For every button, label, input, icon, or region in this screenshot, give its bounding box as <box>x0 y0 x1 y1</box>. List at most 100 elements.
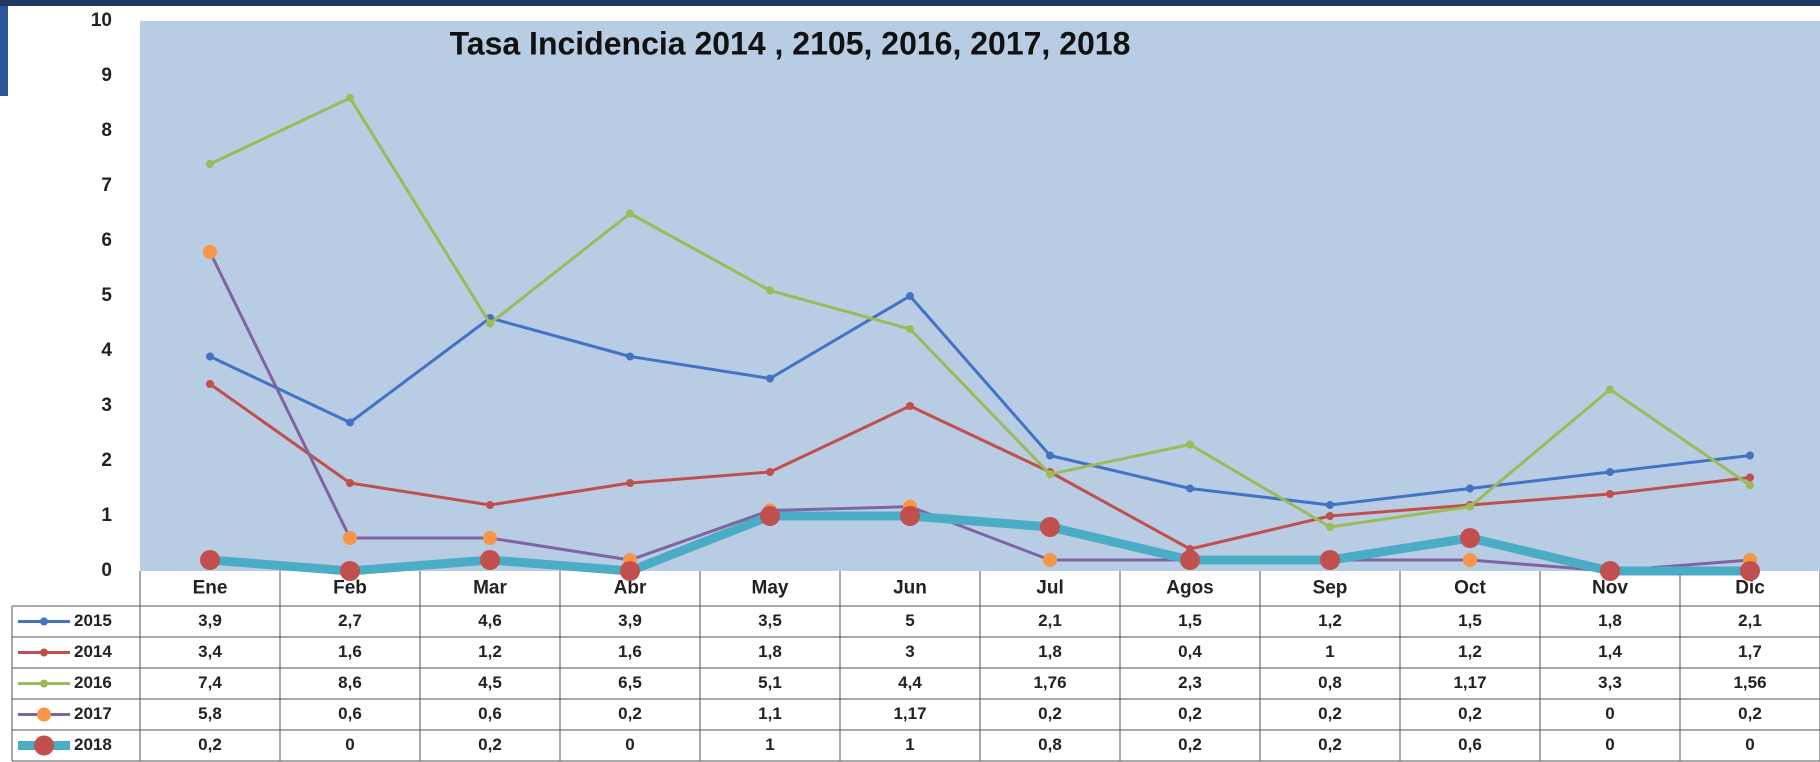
y-tick-label: 10 <box>91 10 112 31</box>
table-cell: 3,9 <box>618 611 642 630</box>
point <box>1460 528 1480 548</box>
table-cell: 0 <box>1605 704 1614 723</box>
point <box>1046 470 1054 479</box>
point <box>1466 502 1474 511</box>
y-tick-label: 8 <box>101 120 112 141</box>
table-cell: 0 <box>345 735 354 754</box>
legend-marker <box>37 707 51 722</box>
table-cell: 5,1 <box>758 673 782 692</box>
table-cell: 4,4 <box>898 673 922 692</box>
point <box>203 245 217 259</box>
table-cell: 0,2 <box>1458 704 1482 723</box>
point <box>1746 473 1754 482</box>
y-tick-label: 6 <box>101 230 112 251</box>
point <box>1606 385 1614 394</box>
point <box>1326 512 1334 520</box>
point <box>343 531 357 545</box>
point <box>906 402 914 410</box>
table-cell: 3,3 <box>1598 673 1622 692</box>
series-line <box>209 96 1751 529</box>
table-cell: 1,56 <box>1733 673 1766 692</box>
point <box>483 531 497 545</box>
point <box>626 352 634 361</box>
point <box>906 325 914 333</box>
point <box>206 352 214 361</box>
legend-label: 2015 <box>74 611 112 630</box>
x-tick-label: Agos <box>1166 578 1214 599</box>
y-tick-label: 7 <box>101 175 112 196</box>
table-cell: 1,5 <box>1458 611 1482 630</box>
series-line <box>209 511 1750 576</box>
table-cell: 1,2 <box>1458 642 1482 661</box>
point <box>346 94 354 102</box>
point <box>1326 523 1334 531</box>
point <box>760 506 780 526</box>
table-cell: 5 <box>905 611 914 630</box>
point <box>766 286 774 295</box>
x-tick-label: Feb <box>333 578 367 599</box>
table-cell: 1,8 <box>1038 642 1062 661</box>
legend-label: 2016 <box>74 673 112 692</box>
table-cell: 1,1 <box>758 704 782 723</box>
table-cell: 1 <box>765 735 774 754</box>
table-cell: 2,3 <box>1178 673 1202 692</box>
table-cell: 0,4 <box>1178 642 1202 661</box>
y-tick-label: 4 <box>101 340 112 361</box>
table-cell: 1,6 <box>618 642 642 661</box>
table-cell: 1,2 <box>1318 611 1342 630</box>
table-cell: 2,1 <box>1738 611 1762 630</box>
legend-label: 2018 <box>74 735 112 754</box>
legend-label: 2017 <box>74 704 112 723</box>
x-tick-label: Jul <box>1036 578 1063 599</box>
point <box>1326 501 1334 509</box>
x-tick-label: Nov <box>1592 578 1628 599</box>
point <box>906 292 914 300</box>
point <box>480 550 500 570</box>
point <box>200 550 220 570</box>
table-cell: 0 <box>625 735 634 754</box>
table-cell: 1,4 <box>1598 642 1622 661</box>
point <box>1043 553 1057 567</box>
y-tick-label: 1 <box>101 505 112 526</box>
table-cell: 0,2 <box>618 704 642 723</box>
table-cell: 1,8 <box>1598 611 1622 630</box>
x-tick-label: Abr <box>614 578 647 599</box>
table-cell: 1,76 <box>1033 673 1066 692</box>
point <box>340 561 360 581</box>
point <box>1600 561 1620 581</box>
point <box>620 561 640 581</box>
legend-marker <box>40 617 48 626</box>
chart-title: Tasa Incidencia 2014 , 2105, 2016, 2017,… <box>450 25 1131 61</box>
table-cell: 0,6 <box>1458 735 1482 754</box>
point <box>1040 517 1060 537</box>
y-tick-label: 9 <box>101 65 112 86</box>
point <box>766 468 774 476</box>
table-cell: 2,1 <box>1038 611 1062 630</box>
table-cell: 0 <box>1605 735 1614 754</box>
point <box>626 209 634 218</box>
x-tick-label: Jun <box>893 578 927 599</box>
table-cell: 0,2 <box>1178 704 1202 723</box>
y-tick-label: 2 <box>101 450 112 471</box>
table-cell: 8,6 <box>338 673 362 692</box>
table-cell: 2,7 <box>338 611 362 630</box>
point <box>1740 561 1760 581</box>
table-cell: 0,6 <box>478 704 502 723</box>
x-tick-label: May <box>752 578 789 599</box>
table-cell: 3,4 <box>198 642 222 661</box>
x-tick-label: Mar <box>473 578 507 599</box>
table-cell: 1,2 <box>478 642 502 661</box>
point <box>1320 550 1340 570</box>
point <box>900 506 920 526</box>
table-cell: 1,17 <box>893 704 926 723</box>
legend-marker <box>40 648 48 657</box>
point <box>766 374 774 383</box>
series-line <box>208 251 1751 573</box>
point <box>1186 440 1194 449</box>
table-cell: 0,8 <box>1318 673 1342 692</box>
table-cell: 0,2 <box>478 735 502 754</box>
side-accent <box>0 6 8 96</box>
legend-label: 2014 <box>74 642 112 661</box>
table-cell: 0,2 <box>1318 735 1342 754</box>
